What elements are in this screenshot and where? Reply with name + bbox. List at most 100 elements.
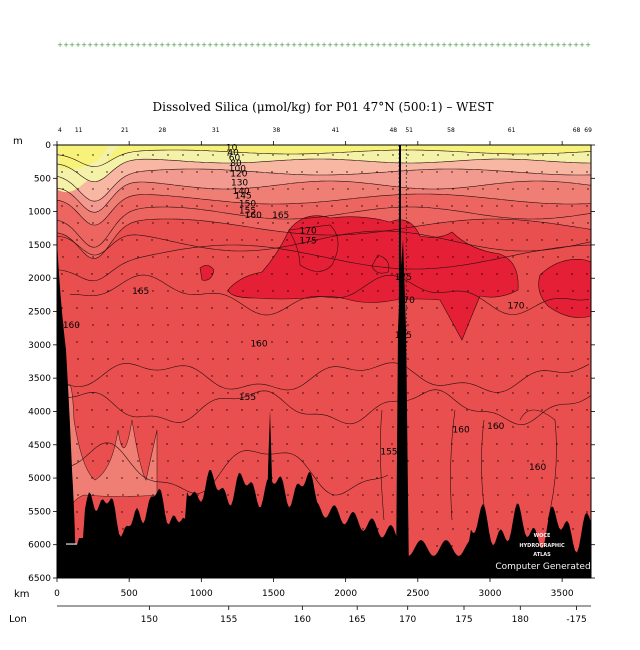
sample-point — [196, 409, 198, 411]
sample-point — [542, 494, 544, 496]
sample-point — [542, 358, 544, 360]
sample-point — [197, 290, 199, 292]
sample-point — [377, 528, 379, 530]
sample-point — [437, 188, 439, 190]
sample-point — [496, 443, 498, 445]
sample-point — [107, 358, 109, 360]
sample-point — [437, 392, 439, 394]
sample-point — [152, 188, 154, 190]
sample-point — [347, 494, 349, 496]
sample-point — [241, 443, 243, 445]
sample-point — [572, 154, 574, 156]
sample-point — [482, 290, 484, 292]
sample-point — [331, 341, 333, 343]
sample-point — [211, 239, 213, 241]
sample-point — [317, 256, 319, 258]
contour-label: 160 — [250, 340, 267, 350]
sample-point — [436, 273, 438, 275]
x-tick-label: 1000 — [190, 589, 213, 599]
sample-point — [526, 239, 528, 241]
woce-watermark: WOCE HYDROGRAPHIC ATLAS — [519, 533, 565, 558]
fill-band-surface — [57, 145, 591, 167]
sample-point — [122, 188, 124, 190]
sample-point — [362, 154, 364, 156]
contour-label: 60 — [229, 154, 241, 164]
sample-point — [241, 205, 243, 207]
sample-point — [166, 307, 168, 309]
sample-point — [137, 426, 139, 428]
sample-point — [226, 273, 228, 275]
sample-point — [302, 222, 304, 224]
sample-point — [212, 154, 214, 156]
sample-point — [122, 426, 124, 428]
sample-point — [497, 256, 499, 258]
station-plus: + — [579, 41, 585, 49]
sample-point — [376, 409, 378, 411]
fill-band-4 — [57, 169, 591, 213]
sample-point — [107, 392, 109, 394]
station-plus: + — [147, 41, 153, 49]
station-plus: + — [441, 41, 447, 49]
sample-point — [317, 392, 319, 394]
sample-point — [512, 392, 514, 394]
sample-point — [391, 443, 393, 445]
station-plus: + — [375, 41, 381, 49]
sample-point — [92, 460, 94, 462]
sample-point — [437, 460, 439, 462]
station-plus: + — [513, 41, 519, 49]
contour-label: 130 — [231, 178, 248, 188]
station-plus: + — [363, 41, 369, 49]
sample-point — [226, 477, 228, 479]
sample-point — [181, 171, 183, 173]
sample-point — [467, 494, 469, 496]
sample-point — [241, 307, 243, 309]
y-tick-label: 3000 — [28, 341, 51, 351]
sample-point — [407, 290, 409, 292]
sample-point — [527, 256, 529, 258]
sample-point — [466, 273, 468, 275]
sample-point — [361, 239, 363, 241]
sample-point — [62, 222, 64, 224]
sample-point — [332, 222, 334, 224]
station-number: 58 — [447, 127, 455, 134]
sample-point — [407, 256, 409, 258]
sample-point — [121, 307, 123, 309]
sample-point — [422, 188, 424, 190]
station-number: 61 — [508, 127, 516, 134]
sample-point — [76, 205, 78, 207]
station-number: 48 — [389, 127, 397, 134]
sample-point — [587, 154, 589, 156]
sample-point — [226, 171, 228, 173]
sample-point — [481, 171, 483, 173]
sample-point — [332, 324, 334, 326]
x-tick-label: 2000 — [334, 589, 357, 599]
sample-point — [287, 460, 289, 462]
sample-point — [572, 460, 574, 462]
sample-point — [497, 188, 499, 190]
sample-point — [526, 409, 528, 411]
sample-point — [527, 528, 529, 530]
sample-point — [452, 256, 454, 258]
sample-point — [62, 256, 64, 258]
sample-point — [586, 239, 588, 241]
sample-point — [527, 324, 529, 326]
sample-point — [256, 273, 258, 275]
sample-point — [197, 324, 199, 326]
sample-point — [482, 222, 484, 224]
sample-point — [572, 358, 574, 360]
sample-point — [61, 171, 63, 173]
sample-point — [362, 222, 364, 224]
sample-point — [361, 273, 363, 275]
sample-point — [136, 409, 138, 411]
sample-point — [77, 460, 79, 462]
sample-point — [316, 375, 318, 377]
sample-point — [316, 307, 318, 309]
sample-point — [272, 392, 274, 394]
sample-point — [391, 511, 393, 513]
sample-point — [121, 341, 123, 343]
sample-point — [137, 222, 139, 224]
station-plus: + — [411, 41, 417, 49]
sample-point — [482, 358, 484, 360]
sample-point — [226, 443, 228, 445]
sample-point — [181, 443, 183, 445]
